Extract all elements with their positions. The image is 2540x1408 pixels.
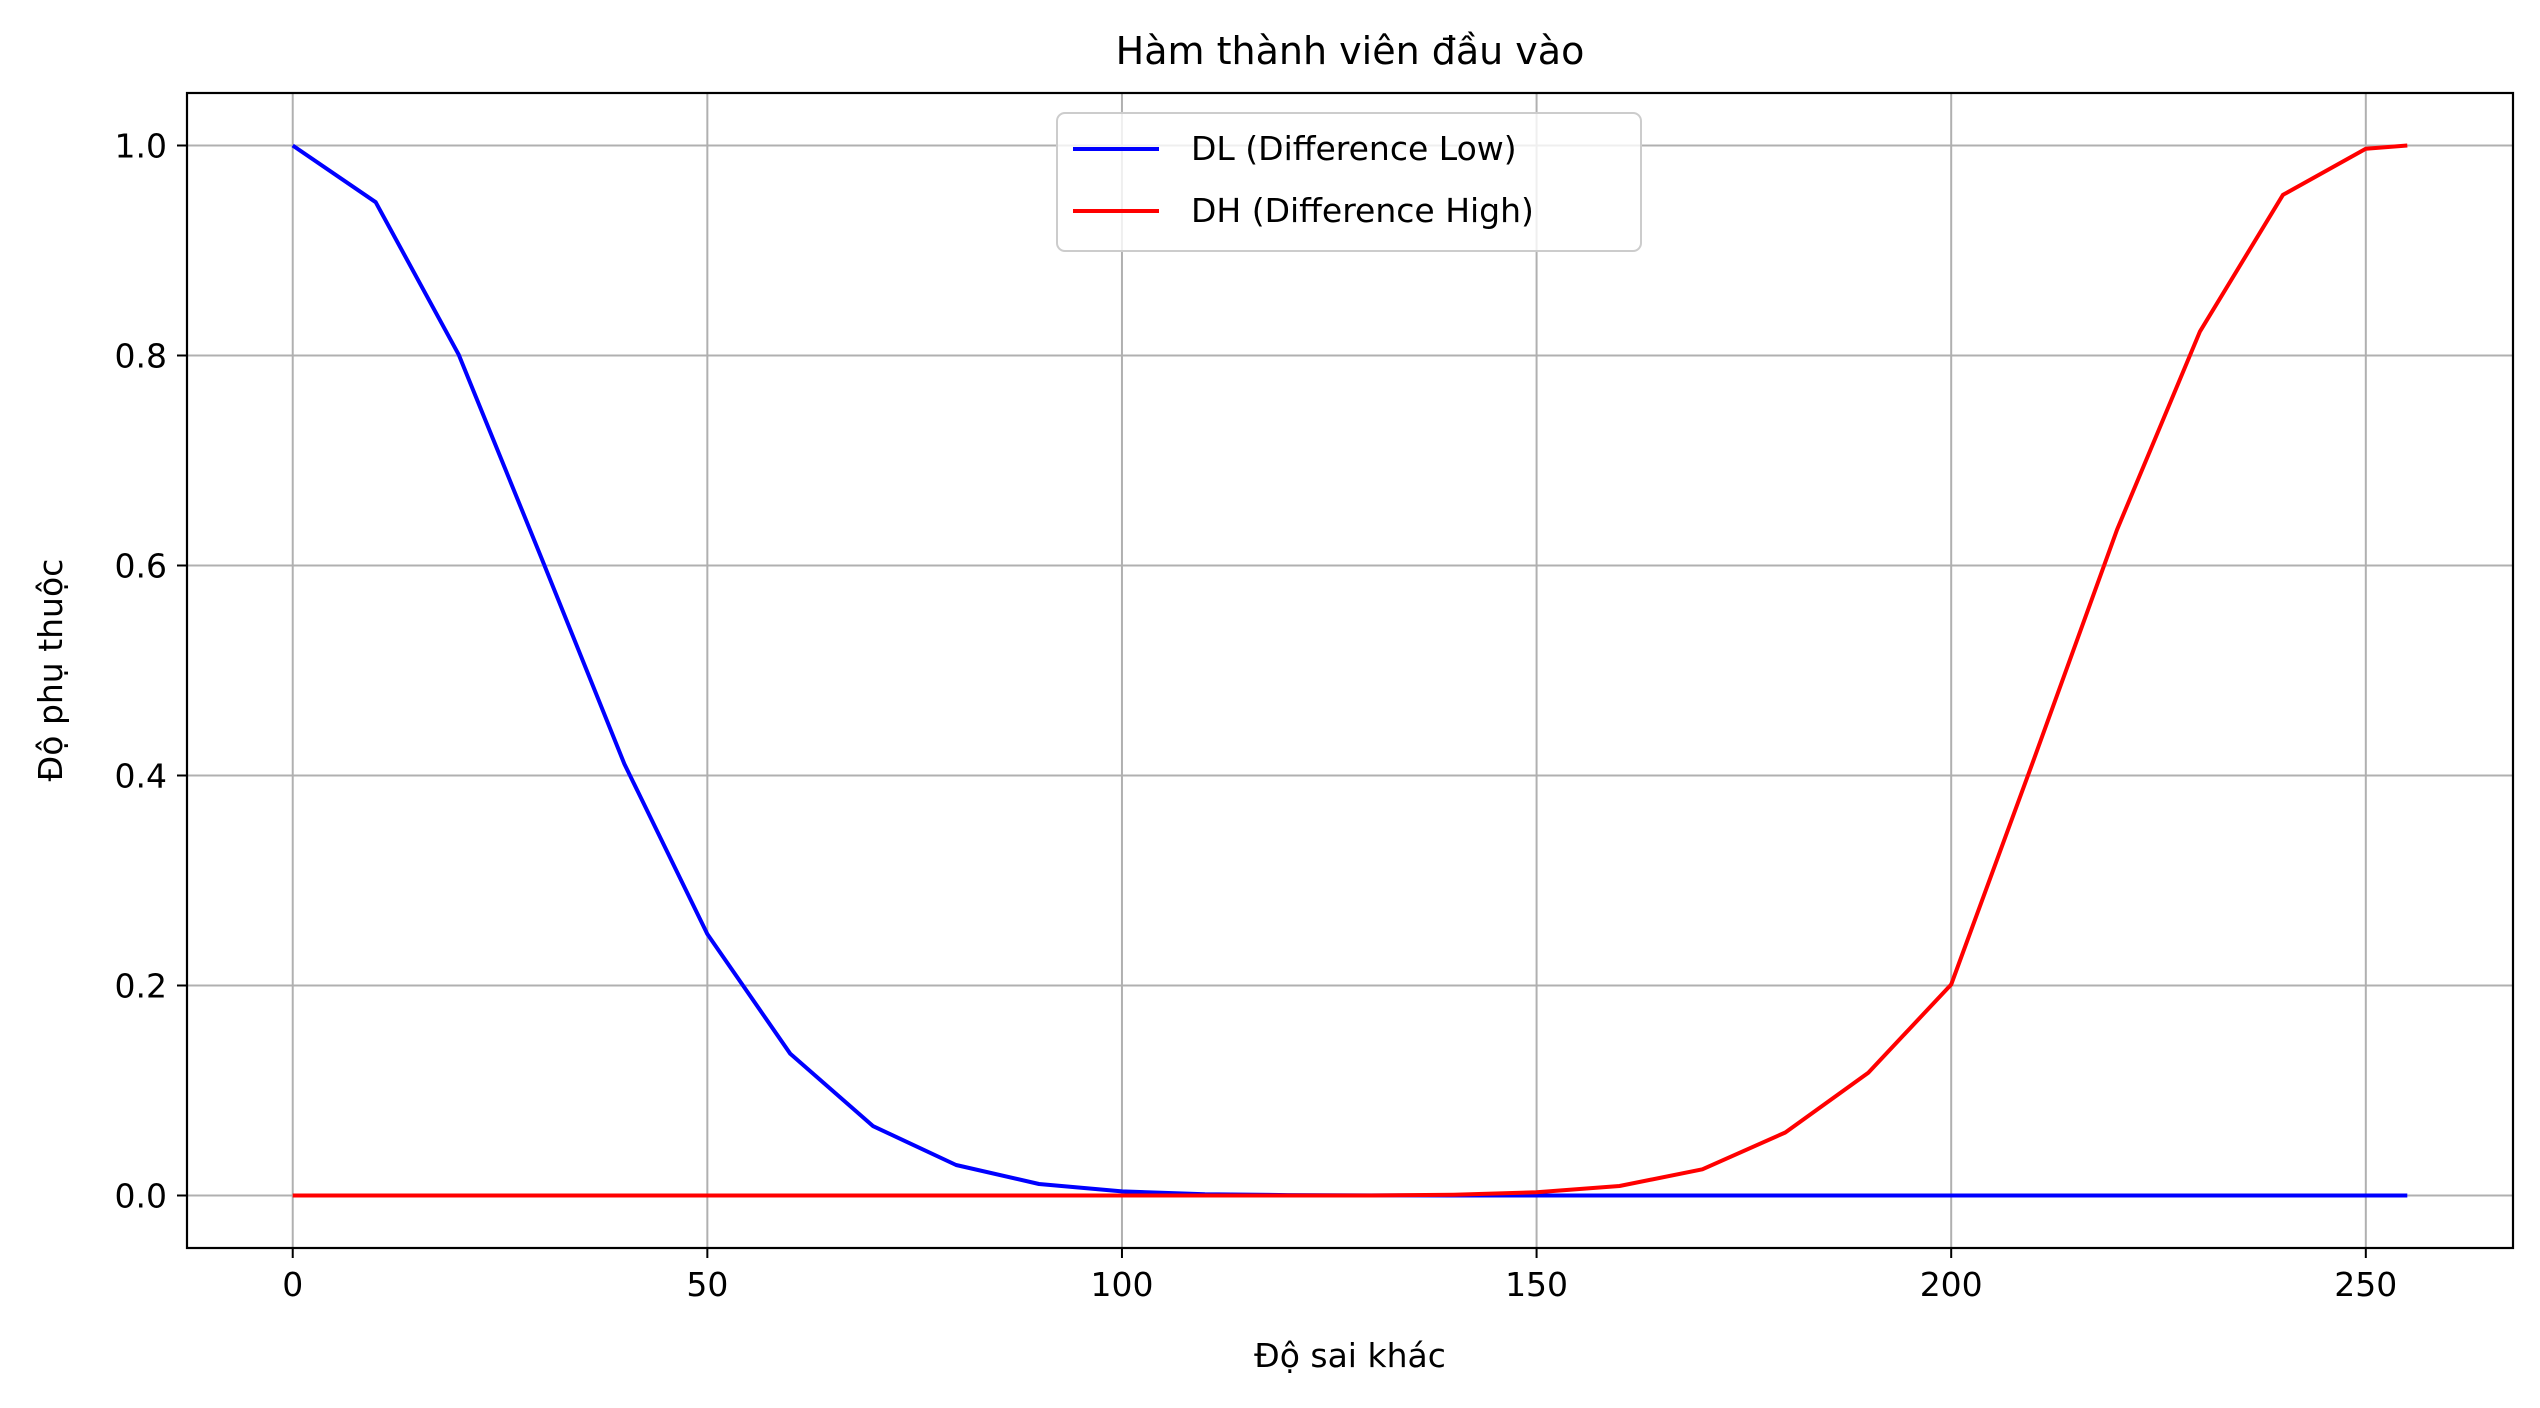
x-axis-ticks: 0 50 100 150 200 250: [282, 1248, 2397, 1304]
y-tick-label: 1.0: [115, 127, 167, 166]
legend-label-dh: DH (Difference High): [1191, 191, 1534, 230]
x-tick-label: 50: [686, 1265, 728, 1304]
plot-area: [187, 93, 2513, 1248]
x-tick-label: 100: [1090, 1265, 1153, 1304]
x-tick-label: 200: [1920, 1265, 1983, 1304]
legend: DL (Difference Low) DH (Difference High): [1056, 112, 1642, 252]
y-tick-label: 0.4: [115, 757, 167, 796]
y-tick-label: 0.8: [115, 337, 167, 376]
x-tick-label: 150: [1505, 1265, 1568, 1304]
y-axis-label: Độ phụ thuộc: [31, 559, 70, 782]
series-lines: [291, 143, 2408, 1198]
plot-frame: [185, 91, 2515, 1250]
legend-box: [1056, 112, 1642, 252]
x-tick-label: 250: [2334, 1265, 2397, 1304]
series-line-dh: [292, 143, 2408, 1198]
x-tick-label: 0: [282, 1265, 303, 1304]
x-axis-label: Độ sai khác: [1254, 1336, 1446, 1375]
chart-title: Hàm thành viên đầu vào: [1116, 29, 1585, 73]
y-axis-ticks: 0.0 0.2 0.4 0.6 0.8 1.0: [115, 127, 187, 1216]
legend-label-dl: DL (Difference Low): [1191, 129, 1517, 168]
y-tick-label: 0.6: [115, 547, 167, 586]
y-tick-label: 0.2: [115, 967, 167, 1006]
y-tick-label: 0.0: [115, 1177, 167, 1216]
